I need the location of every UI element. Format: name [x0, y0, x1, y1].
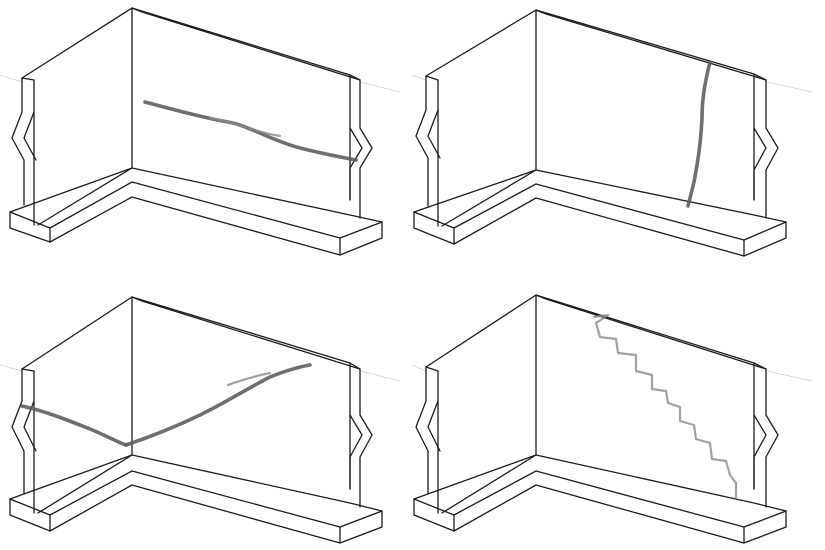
stepped-crack — [592, 313, 738, 499]
v-shaped-crack — [20, 363, 312, 447]
diagonal-crack — [143, 100, 358, 162]
wall-drawing-2 — [412, 9, 813, 257]
wall-outline — [0, 7, 401, 256]
wall-outline — [0, 296, 401, 544]
vertical-crack — [686, 60, 712, 208]
wall-drawing-3 — [0, 296, 401, 544]
panel-1 — [0, 0, 412, 275]
wall-outline — [412, 294, 813, 544]
panel-3 — [0, 275, 412, 550]
panel-4 — [412, 275, 824, 550]
wall-drawing-4 — [412, 294, 813, 544]
panel-2 — [412, 0, 824, 275]
wall-outline — [412, 9, 813, 257]
wall-drawing-1 — [0, 7, 401, 256]
